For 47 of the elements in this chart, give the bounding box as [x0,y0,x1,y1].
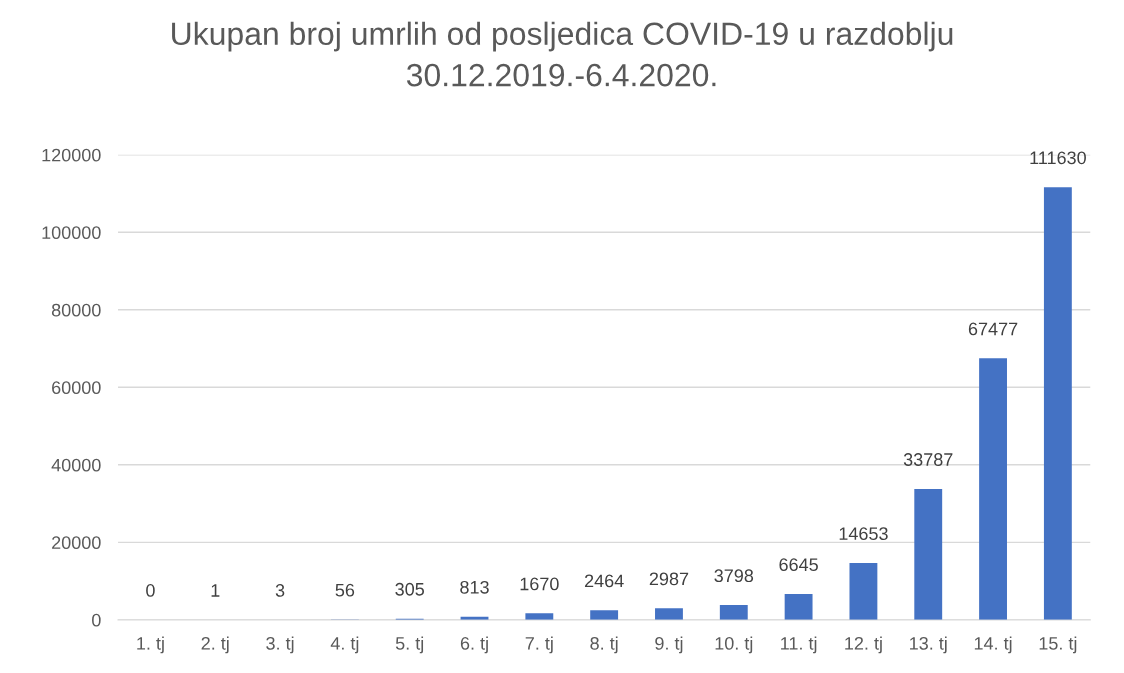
data-label: 111630 [1030,151,1086,165]
data-label: 3798 [714,569,754,583]
data-label: 813 [460,580,489,594]
y-tick-label: 120000 [42,148,101,162]
y-tick-label: 0 [92,613,101,627]
bar [1043,187,1072,620]
x-tick-label: 8. tj [590,636,618,654]
chart-title: Ukupan broj umrlih od posljedica COVID-19 u razdoblju 30.12.2019.-6.4.2020. [172,21,953,87]
data-label: 3 [275,584,285,597]
data-label: 33787 [903,453,953,466]
data-label: 6645 [779,558,818,572]
y-tick-label: 40000 [51,458,101,472]
data-label: 305 [395,582,424,596]
x-tick-label: 7. tj [525,636,553,654]
x-tick-label: 10. tj [715,636,753,654]
x-tick-label: 4. tj [330,636,359,654]
data-label: 1670 [520,577,559,591]
x-tick-label: 11. tj [781,636,817,654]
bar [590,610,619,620]
y-tick-label: 20000 [52,536,101,550]
x-tick-label: 6. tj [460,636,488,654]
x-tick-label: 13. tj [910,636,947,654]
bar [979,358,1007,620]
x-tick-label: 1. tj [137,636,164,654]
data-label: 2987 [649,572,689,586]
data-label: 0 [146,584,155,597]
data-label: 67477 [968,322,1018,336]
data-label: 2464 [584,574,624,588]
bar [849,563,878,620]
bar [914,488,943,620]
x-tick-label: 2. tj [201,636,229,654]
y-tick-label: 100000 [42,226,101,240]
x-tick-label: 3. tj [266,636,294,654]
data-label: 14653 [839,527,888,541]
y-tick-label: 80000 [51,303,101,317]
data-label: 56 [335,583,355,597]
bar [655,608,683,620]
x-tick-label: 14. tj [974,636,1012,654]
x-tick-label: 5. tj [395,636,424,654]
data-label: 1 [211,584,220,597]
x-tick-label: 15. tj [1039,636,1077,654]
bar [784,594,813,620]
x-tick-label: 12. tj [845,636,882,654]
bar [525,613,554,620]
x-tick-label: 9. tj [655,636,683,654]
y-tick-label: 60000 [52,381,101,395]
bar [719,605,748,620]
